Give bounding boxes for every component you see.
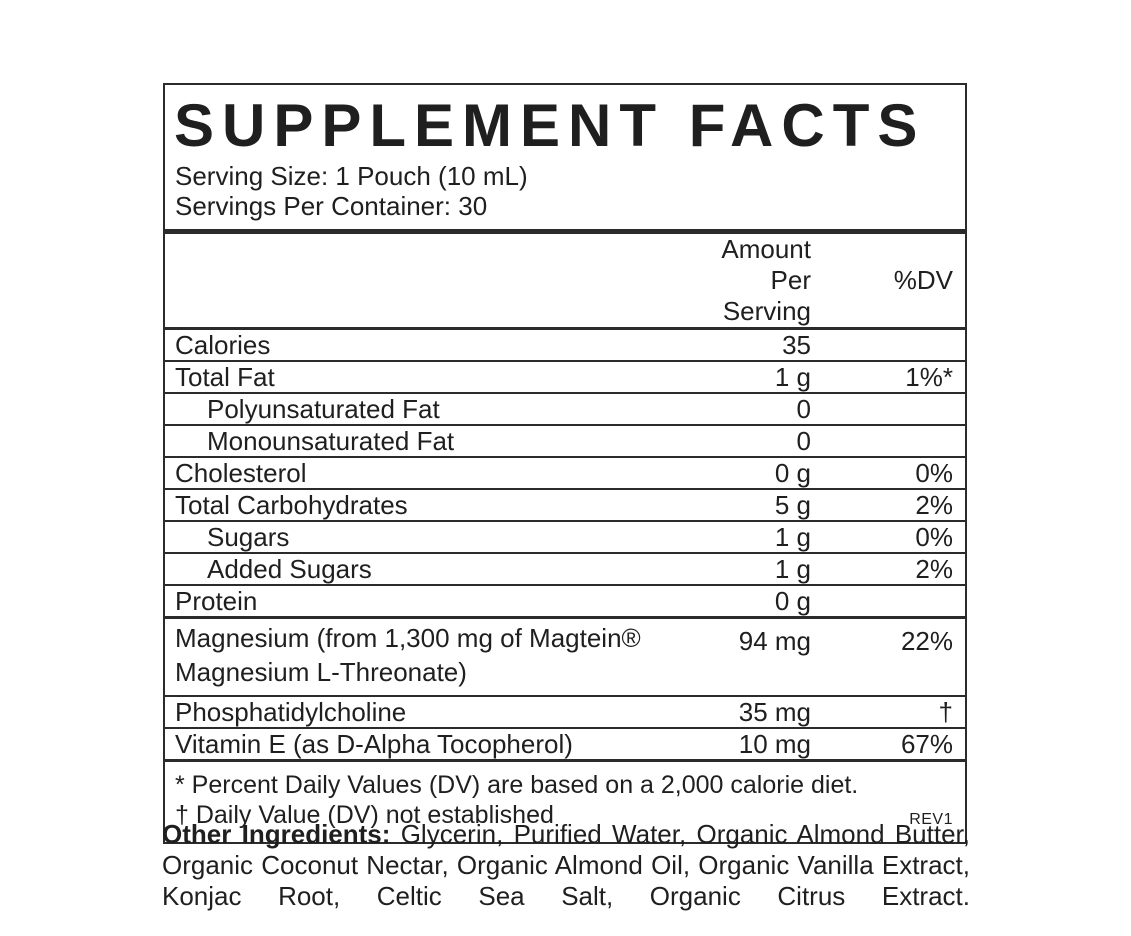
nutrient-name: Protein bbox=[175, 586, 258, 617]
nutrient-amount: 10 mg bbox=[738, 729, 811, 760]
serving-size: Serving Size: 1 Pouch (10 mL) bbox=[175, 161, 528, 192]
facts-row: Total Carbohydrates 5 g 2% bbox=[165, 490, 965, 523]
facts-row: Protein 0 g bbox=[165, 586, 965, 620]
supplement-facts-panel: SUPPLEMENT FACTS Serving Size: 1 Pouch (… bbox=[163, 83, 967, 845]
nutrient-name: Total Carbohydrates bbox=[175, 490, 408, 521]
nutrient-dv: 0% bbox=[915, 522, 953, 553]
revision-tag: REV1 bbox=[909, 811, 953, 829]
facts-rows: Calories 35 Total Fat 1 g 1%* Polyunsaturated… bbox=[165, 330, 965, 763]
nutrient-name: Magnesium (from 1,300 mg of Magtein® Mag… bbox=[175, 623, 641, 688]
footnote-dv: * Percent Daily Values (DV) are based on… bbox=[175, 771, 859, 800]
serving-info: Serving Size: 1 Pouch (10 mL) Servings P… bbox=[165, 156, 965, 235]
facts-row: Cholesterol 0 g 0% bbox=[165, 458, 965, 491]
other-ingredients-text: Glycerin, Purified Water, Organic Almond… bbox=[162, 819, 970, 911]
nutrient-name: Phosphatidylcholine bbox=[175, 697, 407, 728]
nutrient-amount: 1 g bbox=[774, 362, 811, 393]
servings-per-container: Servings Per Container: 30 bbox=[175, 191, 488, 222]
nutrient-amount: 35 bbox=[782, 330, 811, 361]
nutrient-name: Calories bbox=[175, 330, 271, 361]
nutrient-name: Cholesterol bbox=[175, 458, 307, 489]
facts-row: Added Sugars 1 g 2% bbox=[165, 554, 965, 587]
nutrient-amount: 94 mg bbox=[738, 626, 811, 657]
nutrient-amount: 0 g bbox=[774, 586, 811, 617]
facts-row: Polyunsaturated Fat 0 bbox=[165, 394, 965, 427]
facts-row: Monounsaturated Fat 0 bbox=[165, 426, 965, 459]
nutrient-name: Monounsaturated Fat bbox=[207, 426, 455, 457]
footnote-block: * Percent Daily Values (DV) are based on… bbox=[165, 762, 965, 842]
facts-row: Vitamin E (as D-Alpha Tocopherol) 10 mg 67… bbox=[165, 729, 965, 763]
nutrient-dv: 0% bbox=[915, 458, 953, 489]
other-ingredients: Other Ingredients: Glycerin, Purified Wa… bbox=[162, 819, 970, 912]
nutrient-name: Vitamin E (as D-Alpha Tocopherol) bbox=[175, 729, 573, 760]
nutrient-name: Polyunsaturated Fat bbox=[207, 394, 440, 425]
nutrient-dv: 67% bbox=[900, 729, 953, 760]
nutrient-amount: 0 bbox=[796, 394, 811, 425]
facts-row: Sugars 1 g 0% bbox=[165, 522, 965, 555]
column-header-amount: Amount Per Serving bbox=[721, 234, 811, 327]
column-header-dv: %DV bbox=[893, 265, 953, 296]
nutrient-name: Added Sugars bbox=[207, 554, 372, 585]
facts-row: Magnesium (from 1,300 mg of Magtein® Mag… bbox=[165, 619, 965, 698]
nutrient-amount: 1 g bbox=[774, 522, 811, 553]
nutrient-amount: 35 mg bbox=[738, 697, 811, 728]
nutrient-dv: 1%* bbox=[905, 362, 953, 393]
nutrient-name: Total Fat bbox=[175, 362, 275, 393]
facts-row: Calories 35 bbox=[165, 330, 965, 363]
nutrient-amount: 0 bbox=[796, 426, 811, 457]
other-ingredients-label: Other Ingredients: bbox=[162, 819, 391, 849]
nutrient-amount: 1 g bbox=[774, 554, 811, 585]
facts-row: Total Fat 1 g 1%* bbox=[165, 362, 965, 395]
footnote-dagger: † Daily Value (DV) not established bbox=[175, 801, 554, 830]
panel-title: SUPPLEMENT FACTS bbox=[174, 92, 926, 159]
nutrient-amount: 0 g bbox=[774, 458, 811, 489]
nutrient-name: Sugars bbox=[207, 522, 290, 553]
nutrient-dv: 2% bbox=[915, 554, 953, 585]
facts-header-row: Amount Per Serving %DV bbox=[165, 234, 965, 331]
nutrient-dv: 2% bbox=[915, 490, 953, 521]
nutrient-dv: 22% bbox=[900, 626, 953, 657]
nutrient-amount: 5 g bbox=[774, 490, 811, 521]
nutrient-dv: † bbox=[938, 697, 953, 728]
facts-row: Phosphatidylcholine 35 mg † bbox=[165, 697, 965, 730]
